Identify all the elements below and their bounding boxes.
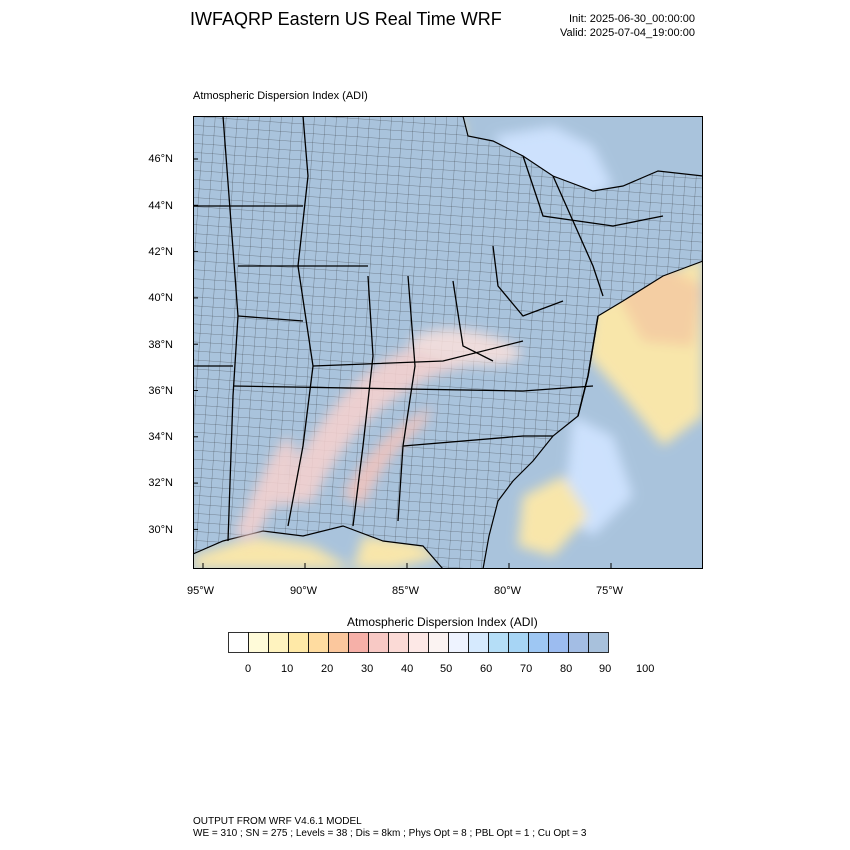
lat-label: 40°N xyxy=(148,292,173,304)
lon-label: 90°W xyxy=(290,585,318,597)
colorbar-swatch xyxy=(488,632,509,653)
lon-label: 85°W xyxy=(392,585,420,597)
lat-label: 30°N xyxy=(148,524,173,536)
colorbar-swatch xyxy=(568,632,589,653)
colorbar-swatch xyxy=(228,632,249,653)
panel-title: Atmospheric Dispersion Index (ADI) xyxy=(193,90,368,102)
colorbar-tick-label: 40 xyxy=(401,663,414,675)
lat-label: 34°N xyxy=(148,431,173,443)
colorbar-swatch xyxy=(528,632,549,653)
colorbar-swatch xyxy=(348,632,369,653)
colorbar-swatch xyxy=(288,632,309,653)
colorbar-tick-label: 90 xyxy=(599,663,612,675)
lat-label: 32°N xyxy=(148,477,173,489)
adi-map xyxy=(193,116,703,569)
colorbar-title: Atmospheric Dispersion Index (ADI) xyxy=(347,615,538,629)
lon-label: 80°W xyxy=(494,585,522,597)
colorbar-tick-label: 10 xyxy=(281,663,294,675)
colorbar-swatch xyxy=(388,632,409,653)
colorbar-swatch xyxy=(588,632,609,653)
colorbar-tick-label: 30 xyxy=(361,663,374,675)
lon-label: 95°W xyxy=(187,585,215,597)
lat-label: 46°N xyxy=(148,153,173,165)
map-border xyxy=(193,116,703,569)
footer-config-info: WE = 310 ; SN = 275 ; Levels = 38 ; Dis … xyxy=(193,828,587,839)
lon-label: 75°W xyxy=(596,585,624,597)
colorbar-swatch xyxy=(428,632,449,653)
valid-time: Valid: 2025-07-04_19:00:00 xyxy=(560,27,695,39)
colorbar-swatch xyxy=(548,632,569,653)
colorbar-tick-label: 80 xyxy=(560,663,573,675)
colorbar-swatch xyxy=(308,632,329,653)
footer-model-info: OUTPUT FROM WRF V4.6.1 MODEL xyxy=(193,816,362,827)
colorbar-swatch xyxy=(448,632,469,653)
init-time: Init: 2025-06-30_00:00:00 xyxy=(569,13,695,25)
colorbar-swatch xyxy=(468,632,489,653)
colorbar-swatch xyxy=(508,632,529,653)
colorbar-tick-label: 70 xyxy=(520,663,533,675)
colorbar-swatch xyxy=(368,632,389,653)
colorbar-tick-label: 0 xyxy=(245,663,252,675)
main-title: IWFAQRP Eastern US Real Time WRF xyxy=(190,9,502,29)
lat-label: 38°N xyxy=(148,339,173,351)
colorbar xyxy=(228,632,609,653)
colorbar-swatch xyxy=(328,632,349,653)
lat-label: 36°N xyxy=(148,385,173,397)
colorbar-tick-label: 50 xyxy=(440,663,453,675)
colorbar-tick-label: 60 xyxy=(480,663,493,675)
colorbar-swatch xyxy=(248,632,269,653)
lat-label: 42°N xyxy=(148,246,173,258)
colorbar-tick-label: 100 xyxy=(636,663,655,675)
colorbar-swatch xyxy=(408,632,429,653)
colorbar-swatch xyxy=(268,632,289,653)
colorbar-tick-label: 20 xyxy=(321,663,334,675)
state-boundaries xyxy=(193,116,664,542)
lat-label: 44°N xyxy=(148,200,173,212)
